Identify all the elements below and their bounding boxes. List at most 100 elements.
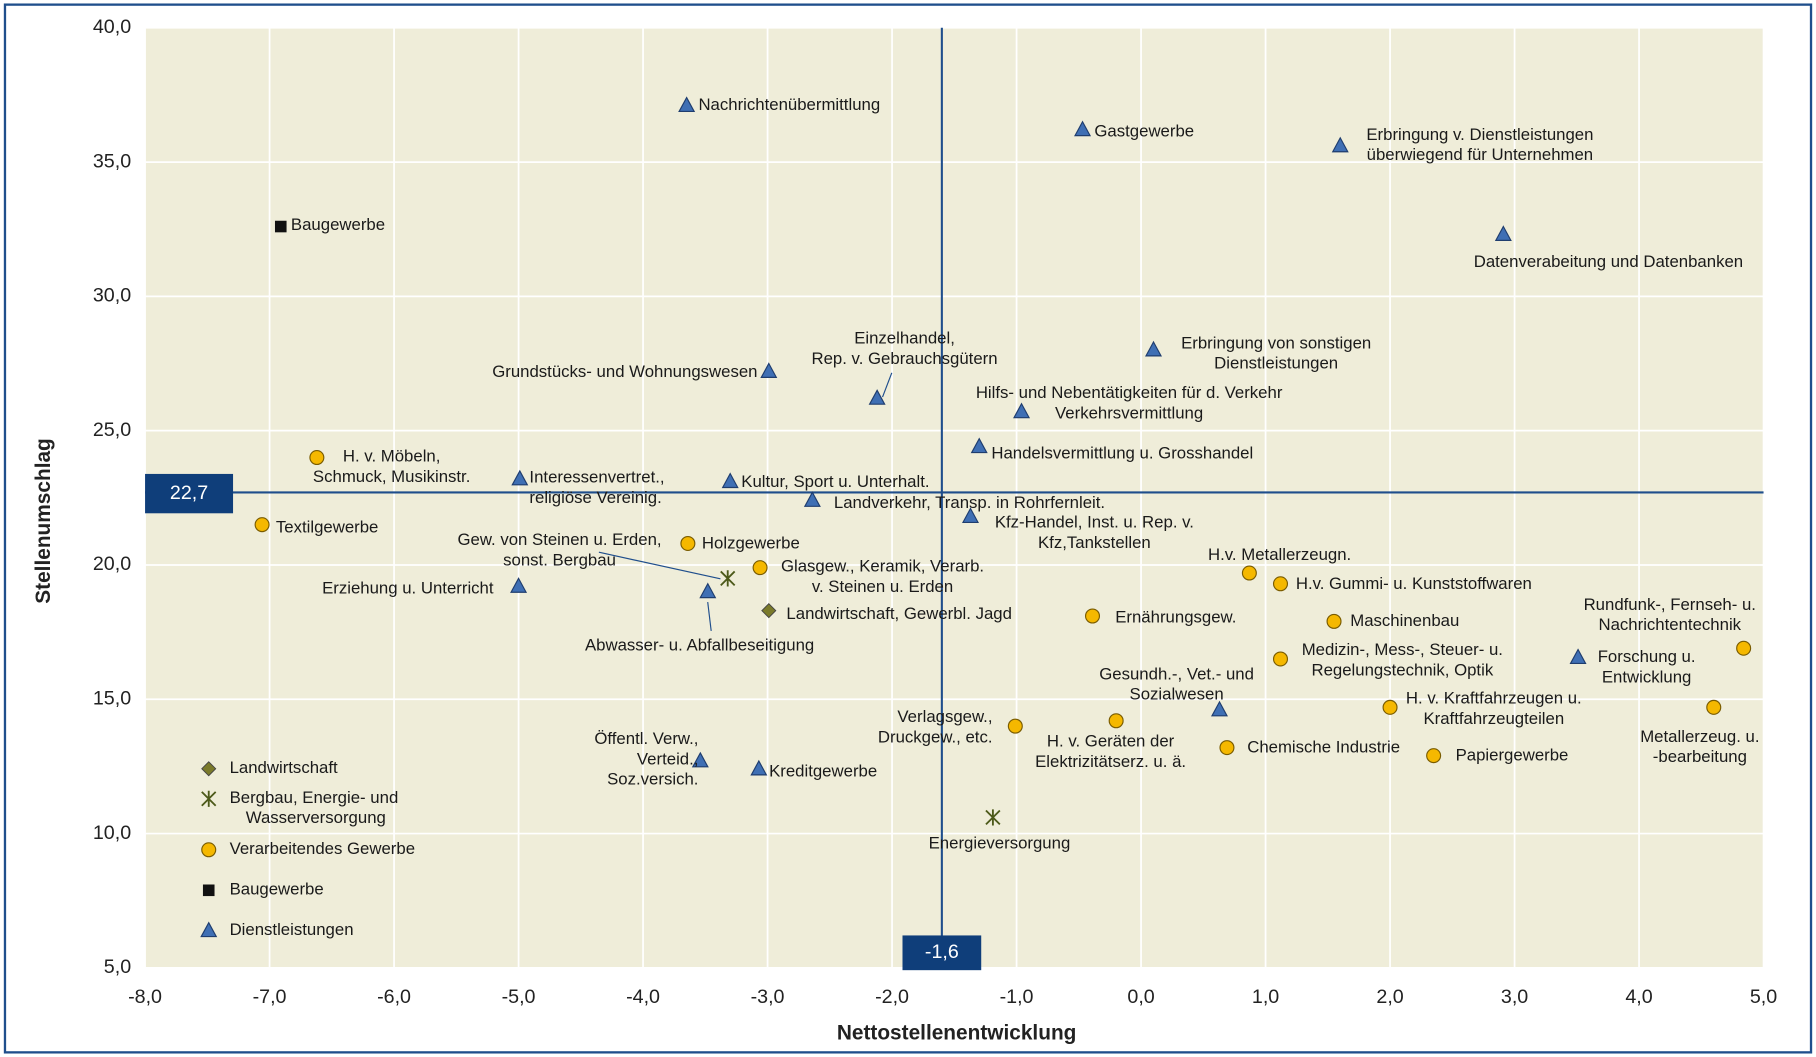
point-label: Öffentl. Verw.,	[594, 729, 698, 748]
circle-marker	[309, 450, 325, 466]
point-label: Regelungstechnik, Optik	[1311, 660, 1493, 679]
point-label: H. v. Geräten der	[1047, 732, 1175, 751]
x-tick-label: 2,0	[1376, 986, 1403, 1008]
circle-marker	[1272, 651, 1289, 667]
x-tick-label: -8,0	[128, 986, 162, 1008]
circle-marker	[1326, 613, 1342, 629]
point-label: v. Steinen u. Erden	[812, 577, 953, 596]
point-label: Schmuck, Musikinstr.	[313, 467, 470, 486]
point-label: Chemische Industrie	[1247, 737, 1400, 756]
point-label: -bearbeitung	[1653, 747, 1747, 766]
point-label: Verteid.,	[637, 749, 699, 768]
triangle-marker	[1494, 225, 1512, 241]
point-label: Erziehung u. Unterricht	[322, 579, 494, 598]
triangle-marker	[1074, 120, 1092, 137]
legend-label: Baugewerbe	[230, 880, 324, 899]
leader-line	[707, 601, 712, 632]
triangle-marker	[200, 921, 218, 938]
triangle-marker	[691, 751, 709, 768]
x-tick-label: 1,0	[1252, 986, 1279, 1008]
y-tick-label: 15,0	[93, 687, 131, 709]
point-label: sonst. Bergbau	[503, 550, 616, 569]
x-tick-label: 5,0	[1750, 986, 1777, 1008]
point-label: Verlagsgew.,	[897, 707, 992, 726]
triangle-marker	[1331, 136, 1349, 153]
triangle-marker	[750, 759, 768, 776]
point-label: Landverkehr, Transp. in Rohrfernleit.	[834, 493, 1105, 512]
circle-marker	[1272, 576, 1289, 592]
legend-label-line: Wasserversorgung	[246, 809, 386, 828]
point-label: Datenverabeitung und Datenbanken	[1474, 252, 1743, 271]
x-tick-label: -5,0	[502, 986, 536, 1008]
circle-marker	[680, 535, 696, 552]
x-tick-label: 0,0	[1127, 986, 1154, 1008]
x-tick-label: -1,0	[1000, 986, 1034, 1008]
circle-marker	[1219, 740, 1235, 756]
x-tick-label: 3,0	[1501, 986, 1528, 1008]
reference-label-box	[145, 473, 234, 514]
point-label: Entwicklung	[1602, 667, 1691, 686]
point-label: Rep. v. Gebrauchsgütern	[811, 349, 997, 368]
x-tick-label: -2,0	[875, 986, 909, 1008]
circle-marker	[1108, 713, 1124, 729]
point-label: Nachrichtentechnik	[1598, 615, 1741, 634]
triangle-marker	[1013, 402, 1031, 419]
point-label: Medizin-, Mess-, Steuer- u.	[1302, 640, 1503, 659]
circle-marker	[752, 560, 768, 576]
x-tick-label: -3,0	[751, 986, 785, 1008]
point-label: Gastgewerbe	[1094, 121, 1194, 140]
triangle-marker	[721, 472, 739, 489]
x-tick-label: 4,0	[1625, 986, 1652, 1008]
point-label: Interessenvertret.,	[529, 468, 664, 487]
point-label: Kreditgewerbe	[769, 762, 877, 781]
point-label: Verkehrsvermittlung	[1055, 403, 1203, 422]
plot-area	[145, 27, 1764, 968]
point-label: Gesundh.-, Vet.- und	[1099, 664, 1254, 683]
circle-marker	[1241, 565, 1257, 581]
point-label: Abwasser- u. Abfallbeseitigung	[585, 635, 814, 654]
point-label: Kraftfahrzeugteilen	[1423, 709, 1564, 728]
point-label: Soz.versich.	[607, 770, 698, 789]
circle-marker	[254, 517, 270, 533]
y-axis-title: Stellenumschlag	[32, 438, 55, 604]
point-label: Dienstleistungen	[1214, 354, 1338, 373]
point-label: Ernährungsgew.	[1115, 608, 1236, 627]
point-label: H. v. Kraftfahrzeugen u.	[1406, 689, 1582, 708]
point-label: Papiergewerbe	[1456, 745, 1569, 764]
point-label: Erbringung v. Dienstleistungen	[1366, 125, 1593, 144]
point-label: Metallerzeug. u.	[1640, 727, 1759, 746]
point-label: Hilfs- und Nebentätigkeiten für d. Verke…	[976, 383, 1283, 402]
triangle-marker	[961, 507, 979, 523]
y-tick-label: 40,0	[93, 16, 131, 38]
triangle-marker	[1210, 700, 1228, 717]
point-label: Grundstücks- und Wohnungswesen	[492, 362, 757, 381]
x-tick-label: -4,0	[626, 986, 660, 1008]
reference-label: 22,7	[170, 482, 208, 504]
reference-label-box	[902, 935, 982, 971]
point-label: überwiegend für Unternehmen	[1367, 145, 1593, 164]
legend-label: Landwirtschaft	[230, 758, 338, 777]
legend-label: Verarbeitendes Gewerbe	[230, 839, 415, 858]
circle-marker	[1007, 718, 1023, 734]
triangle-marker	[1569, 648, 1587, 664]
asterisk-marker	[720, 570, 736, 587]
triangle-marker	[803, 491, 821, 507]
legend-label-line: Bergbau, Energie- und	[230, 788, 399, 807]
legend-label: Bergbau, Energie- und Wasserversorgung	[230, 788, 399, 827]
point-label: Kfz,Tankstellen	[1038, 533, 1151, 552]
point-label: Druckgew., etc.	[878, 727, 993, 746]
point-label: religiöse Vereinig.	[529, 488, 661, 507]
circle-marker	[1084, 608, 1101, 624]
y-tick-label: 10,0	[93, 822, 131, 844]
circle-marker	[1736, 640, 1752, 656]
point-label: Maschinenbau	[1350, 611, 1459, 630]
x-axis-title: Nettostellenentwicklung	[837, 1021, 1077, 1044]
circle-marker	[1426, 748, 1442, 764]
point-label: H.v. Gummi- u. Kunststoffwaren	[1296, 574, 1532, 593]
circle-marker	[1706, 699, 1722, 715]
y-tick-label: 25,0	[93, 419, 131, 441]
triangle-marker	[1145, 340, 1163, 357]
point-label: Erbringung von sonstigen	[1181, 333, 1371, 352]
point-label: Glasgew., Keramik, Verarb.	[781, 557, 984, 576]
